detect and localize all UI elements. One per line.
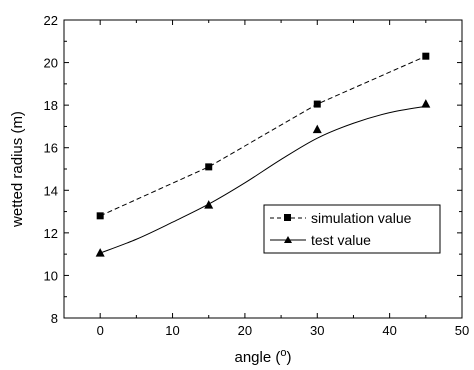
y-tick-label: 10 xyxy=(44,268,58,283)
y-tick-label: 8 xyxy=(51,311,58,326)
series-group xyxy=(95,52,431,257)
y-tick-label: 16 xyxy=(44,141,58,156)
legend-label-test: test value xyxy=(311,232,371,248)
y-tick-label: 20 xyxy=(44,56,58,71)
y-tick-label: 18 xyxy=(44,98,58,113)
legend-marker-test xyxy=(284,236,292,243)
test-point xyxy=(421,99,431,108)
test-point xyxy=(95,248,105,257)
legend-marker-simulation xyxy=(284,214,291,221)
simulation-point xyxy=(313,100,321,108)
x-axis-title: angle (o) xyxy=(235,347,292,366)
tick-labels: 0 10 20 30 40 50 8 10 12 14 16 18 20 22 xyxy=(44,13,470,338)
x-tick-label: 10 xyxy=(165,323,179,338)
simulation-point xyxy=(205,163,213,171)
simulation-point xyxy=(96,212,104,220)
legend-box xyxy=(263,204,441,254)
y-tick-label: 12 xyxy=(44,226,58,241)
simulation-point xyxy=(422,52,430,60)
y-axis-title: wetted radius (m) xyxy=(9,111,26,228)
series-line-simulation xyxy=(99,55,427,217)
y-tick-label: 22 xyxy=(44,13,58,28)
y-tick-label: 14 xyxy=(44,183,58,198)
plot-frame xyxy=(63,19,463,319)
x-tick-label: 20 xyxy=(238,323,252,338)
test-point xyxy=(204,200,214,209)
axis-ticks xyxy=(64,19,463,319)
x-tick-label: 0 xyxy=(97,323,104,338)
legend: simulation value test value xyxy=(263,204,441,254)
x-tick-label: 30 xyxy=(310,323,324,338)
legend-label-simulation: simulation value xyxy=(311,210,412,226)
test-point xyxy=(312,124,322,134)
x-tick-label: 50 xyxy=(455,323,469,338)
series-line-test xyxy=(100,105,426,254)
x-tick-label: 40 xyxy=(382,323,396,338)
